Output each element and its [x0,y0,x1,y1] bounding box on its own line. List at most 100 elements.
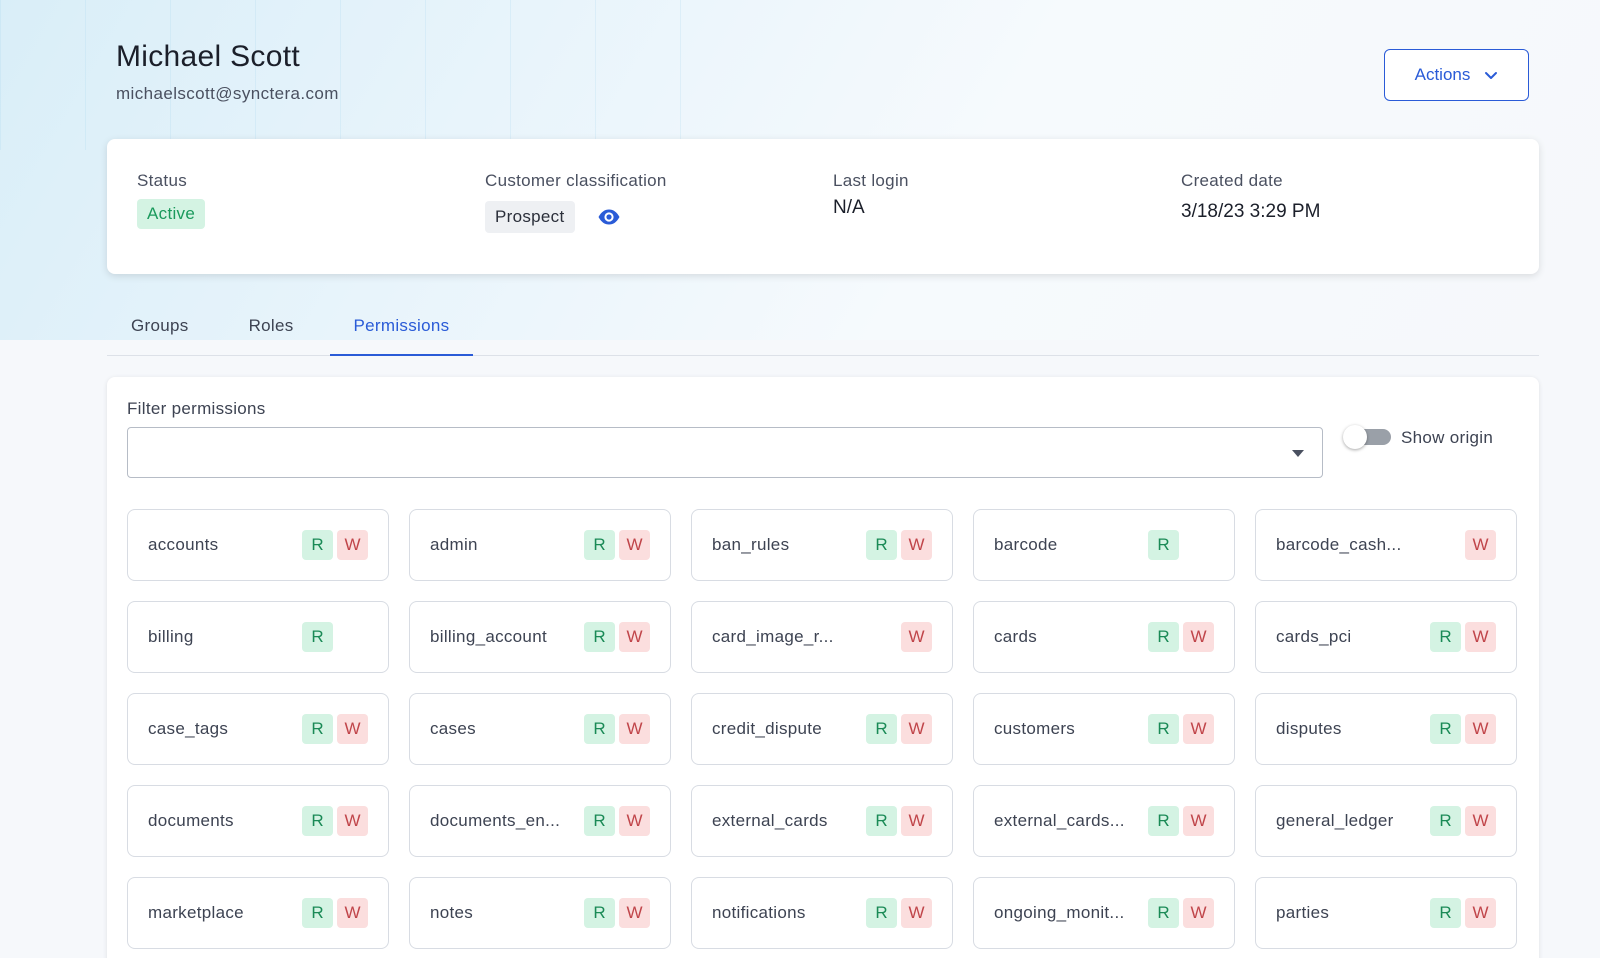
status-badge: Active [137,199,206,229]
permission-card: credit_dispute R W [691,693,953,765]
write-badge: W [619,898,650,928]
read-badge: R [1430,622,1461,652]
write-badge: W [1465,530,1496,560]
read-badge: R [302,530,333,560]
summary-card: Status Active Customer classification Pr… [107,139,1539,274]
write-badge: W [1183,898,1214,928]
permissions-panel: Filter permissions Show origin accounts R… [107,377,1539,958]
write-badge: W [901,806,932,836]
read-badge: R [302,898,333,928]
permission-card: admin R W [409,509,671,581]
permission-name: admin [430,535,478,554]
permission-name: case_tags [148,719,229,738]
write-badge: W [1465,806,1496,836]
read-badge: R [1430,806,1461,836]
write-badge: W [901,530,932,560]
permission-card: general_ledger R W [1255,785,1517,857]
eye-icon[interactable] [597,205,621,229]
read-badge: R [1148,898,1179,928]
read-badge: R [584,530,615,560]
read-badge: R [866,806,897,836]
permission-name: accounts [148,535,219,554]
actions-label: Actions [1414,65,1471,84]
write-badge: W [1183,622,1214,652]
write-badge: W [619,530,650,560]
read-badge: R [584,806,615,836]
write-badge: W [901,622,932,652]
permission-name: billing_account [430,627,547,646]
permission-card: accounts R W [127,509,389,581]
read-badge: R [302,622,333,652]
permission-name: credit_dispute [712,719,823,738]
permission-name: barcode [994,535,1058,554]
permission-card: documents R W [127,785,389,857]
permission-badges: R [1148,530,1214,560]
permission-name: billing [148,627,194,646]
caret-down-icon [1292,450,1304,457]
permission-name: disputes [1276,719,1342,738]
created-date-value: 3/18/23 3:29 PM [1181,201,1321,222]
tab-roles[interactable]: Roles [248,316,294,335]
read-badge: R [1148,622,1179,652]
write-badge: W [901,898,932,928]
filter-permissions-select[interactable] [127,427,1323,478]
permission-name: documents [148,811,234,830]
chevron-down-icon [1485,72,1498,79]
user-name: Michael Scott [116,40,300,73]
permission-card: disputes R W [1255,693,1517,765]
tab-groups[interactable]: Groups [131,316,189,335]
permission-badges: W [901,622,932,652]
tab-permissions[interactable]: Permissions [329,300,474,356]
permission-name: cards [994,627,1038,646]
last-login-value: N/A [833,197,865,218]
permission-name: ongoing_monit... [994,903,1125,922]
permission-name: parties [1276,903,1330,922]
created-date-section: Created date 3/18/23 3:29 PM [1181,171,1320,223]
permission-name: cards_pci [1276,627,1352,646]
permission-card: billing R [127,601,389,673]
last-login-section: Last login N/A [833,171,909,219]
permission-name: general_ledger [1276,811,1394,830]
permission-name: external_cards... [994,811,1125,830]
permission-badges: W [1465,530,1496,560]
write-badge: W [619,622,650,652]
permission-name: cases [430,719,476,738]
write-badge: W [337,806,368,836]
permission-card: ban_rules R W [691,509,953,581]
read-badge: R [584,898,615,928]
tab-bar: Groups Roles Permissions [107,300,1539,356]
actions-button[interactable]: Actions [1384,49,1529,101]
write-badge: W [1183,714,1214,744]
write-badge: W [1183,806,1214,836]
permission-card: billing_account R W [409,601,671,673]
show-origin-toggle[interactable] [1343,425,1391,449]
permission-name: notes [430,903,474,922]
permission-name: documents_en... [430,811,561,830]
read-badge: R [1148,714,1179,744]
status-label: Status [137,171,187,190]
read-badge: R [866,898,897,928]
filter-label: Filter permissions [127,399,266,418]
write-badge: W [1465,898,1496,928]
read-badge: R [866,714,897,744]
permission-card: barcode_cash... W [1255,509,1517,581]
permission-card: documents_en... R W [409,785,671,857]
read-badge: R [584,622,615,652]
write-badge: W [337,530,368,560]
read-badge: R [866,530,897,560]
read-badge: R [1148,530,1179,560]
last-login-label: Last login [833,171,909,190]
